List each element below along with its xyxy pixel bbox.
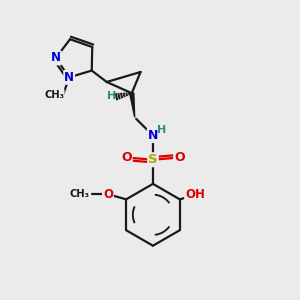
Text: N: N	[51, 52, 61, 64]
Text: N: N	[64, 71, 74, 84]
Text: H: H	[157, 125, 167, 135]
Text: OH: OH	[185, 188, 205, 200]
Text: CH₃: CH₃	[70, 189, 90, 199]
Text: N: N	[148, 129, 158, 142]
Text: S: S	[148, 153, 158, 166]
Text: O: O	[103, 188, 113, 200]
Text: O: O	[121, 152, 132, 164]
Polygon shape	[130, 93, 135, 117]
Text: O: O	[174, 152, 185, 164]
Text: CH₃: CH₃	[44, 90, 64, 100]
Text: H: H	[106, 91, 116, 101]
